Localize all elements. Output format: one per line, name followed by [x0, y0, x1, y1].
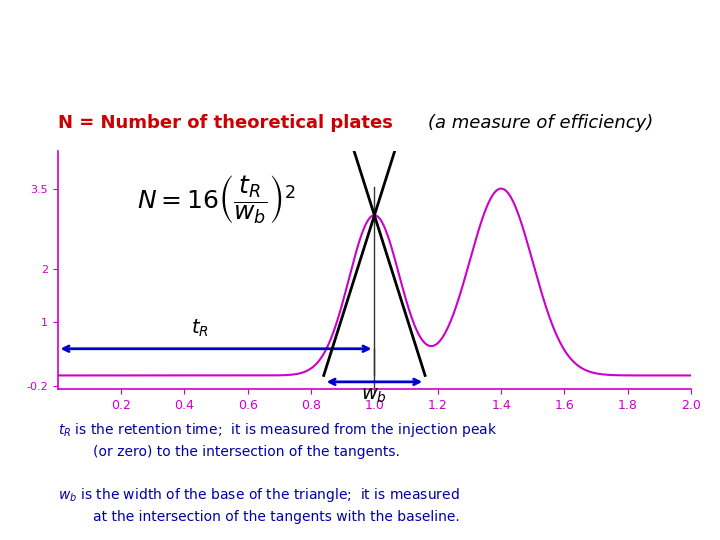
Text: N = Number of theoretical plates: N = Number of theoretical plates: [58, 114, 399, 132]
Text: (a measure of efficiency): (a measure of efficiency): [428, 114, 654, 132]
Text: $w_b$: $w_b$: [361, 386, 387, 405]
Text: $t_R$ is the retention time;  it is measured from the injection peak
        (or: $t_R$ is the retention time; it is measu…: [58, 421, 497, 458]
Text: $w_b$ is the width of the base of the triangle;  it is measured
        at the i: $w_b$ is the width of the base of the tr…: [58, 486, 459, 523]
Text: $N = 16\left(\dfrac{t_R}{w_b}\right)^2$: $N = 16\left(\dfrac{t_R}{w_b}\right)^2$: [137, 173, 295, 226]
Text: $t_R$: $t_R$: [192, 318, 209, 339]
